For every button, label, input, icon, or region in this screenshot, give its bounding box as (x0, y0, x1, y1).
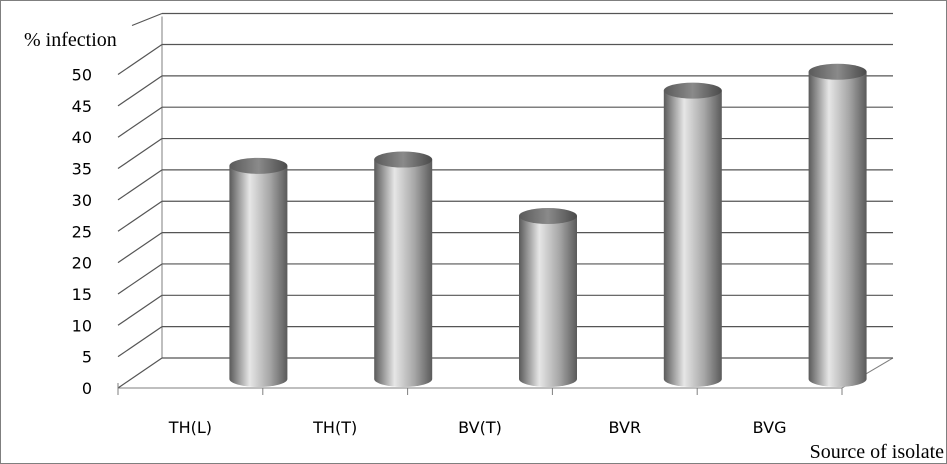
bar-body (808, 71, 867, 388)
gridline-depth (117, 106, 163, 138)
gridline-depth (117, 200, 163, 232)
x-tick-label: BV(T) (458, 418, 502, 437)
bar (374, 151, 433, 387)
y-tick-label: 10 (72, 316, 92, 335)
bars (229, 63, 867, 388)
bar-cap (374, 151, 433, 168)
gridline-depth (117, 263, 163, 295)
labels: 0 5 10 15 20 25 30 35 40 45 50 TH(L) TH(T) BV(T) BVR BV… (72, 66, 787, 438)
x-tick-label: TH(T) (312, 418, 357, 437)
y-tick-label: 35 (72, 160, 92, 179)
bar (808, 63, 867, 388)
bar-cap (229, 157, 288, 174)
x-tick-label: BVR (609, 418, 642, 437)
x-tick-label: BVG (753, 418, 787, 437)
bar-cap (663, 82, 722, 99)
bar-body (374, 159, 433, 387)
y-tick-label: 0 (82, 379, 92, 398)
bar (519, 207, 577, 387)
bar-cap (519, 207, 577, 224)
bar-body (229, 165, 288, 387)
gridline-depth (117, 169, 163, 201)
y-tick-label: 30 (72, 191, 92, 210)
gridline-depth (117, 138, 163, 170)
x-axis-title: Source of isolate (810, 441, 945, 463)
gridline-depth (117, 326, 163, 358)
y-axis-title: % infection (24, 29, 117, 51)
x-tick-label: TH(L) (168, 418, 212, 437)
y-tick-label: 20 (72, 254, 92, 273)
gridline-depth (131, 12, 163, 27)
bar-body (519, 215, 577, 387)
y-tick-label: 45 (72, 97, 92, 116)
y-tick-label: 40 (72, 128, 92, 147)
y-tick-label: 25 (72, 222, 92, 241)
gridline-depth (117, 294, 163, 326)
bar (229, 157, 288, 387)
gridline-depth (117, 44, 163, 75)
y-tick-label: 5 (82, 348, 92, 367)
gridline-depth (117, 357, 163, 389)
y-tick-label: 15 (72, 285, 92, 304)
gridline-depth (117, 75, 163, 107)
bar (663, 82, 722, 387)
y-tick-label: 50 (72, 66, 92, 85)
gridline-depth (117, 232, 163, 264)
bar-body (663, 90, 722, 387)
bar-cap (808, 63, 867, 80)
